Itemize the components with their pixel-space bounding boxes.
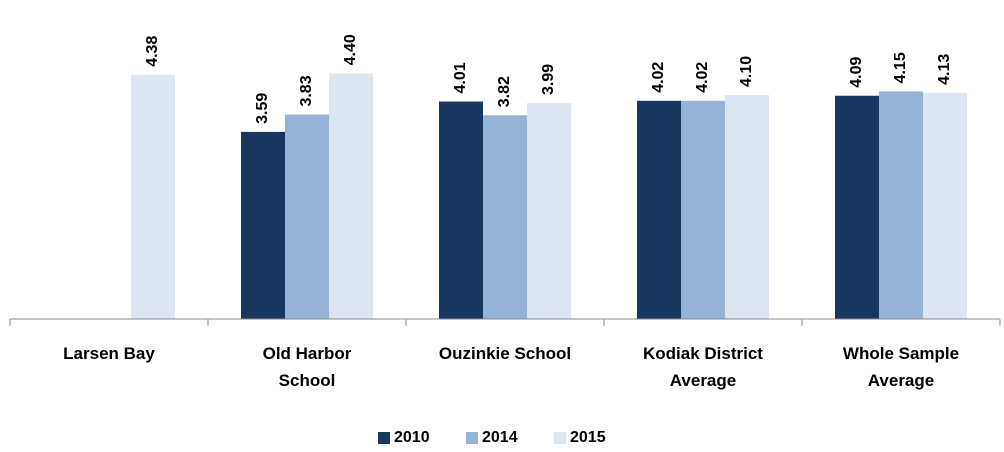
- legend-swatch: [378, 432, 390, 444]
- bar: [285, 114, 329, 319]
- bar: [329, 73, 373, 319]
- bar: [681, 100, 725, 320]
- x-tick-label: Larsen Bay: [63, 344, 155, 363]
- value-label: 4.13: [936, 54, 953, 85]
- x-tick-label: Ouzinkie School: [438, 344, 572, 363]
- value-label: 4.02: [694, 62, 711, 93]
- value-label: 4.15: [892, 52, 909, 83]
- legend-label: 2015: [570, 429, 606, 446]
- value-label: 3.99: [540, 64, 557, 95]
- legend-label: 2014: [482, 429, 518, 446]
- x-tick-label: Old Harbor School: [262, 344, 352, 390]
- bar: [439, 101, 483, 319]
- value-label: 4.09: [848, 57, 865, 88]
- bar: [131, 74, 175, 319]
- legend-label: 2010: [394, 429, 430, 446]
- value-label: 3.59: [254, 93, 271, 124]
- value-label: 4.01: [452, 62, 469, 93]
- value-label: 4.40: [342, 34, 359, 65]
- x-tick-label: Kodiak District Average: [643, 344, 763, 390]
- bar: [923, 92, 967, 319]
- bar: [483, 115, 527, 319]
- bar: [241, 131, 285, 319]
- value-label: 3.83: [298, 75, 315, 106]
- bar: [527, 102, 571, 319]
- legend-swatch: [466, 432, 478, 444]
- value-label: 4.02: [650, 62, 667, 93]
- bar: [879, 91, 923, 319]
- value-label: 4.10: [738, 56, 755, 87]
- value-label: 4.38: [144, 36, 161, 67]
- value-label: 3.82: [496, 76, 513, 107]
- legend-swatch: [554, 432, 566, 444]
- bar: [637, 100, 681, 320]
- bar: [835, 95, 879, 319]
- x-tick-label: Whole Sample Average: [842, 344, 960, 390]
- bar: [725, 95, 769, 320]
